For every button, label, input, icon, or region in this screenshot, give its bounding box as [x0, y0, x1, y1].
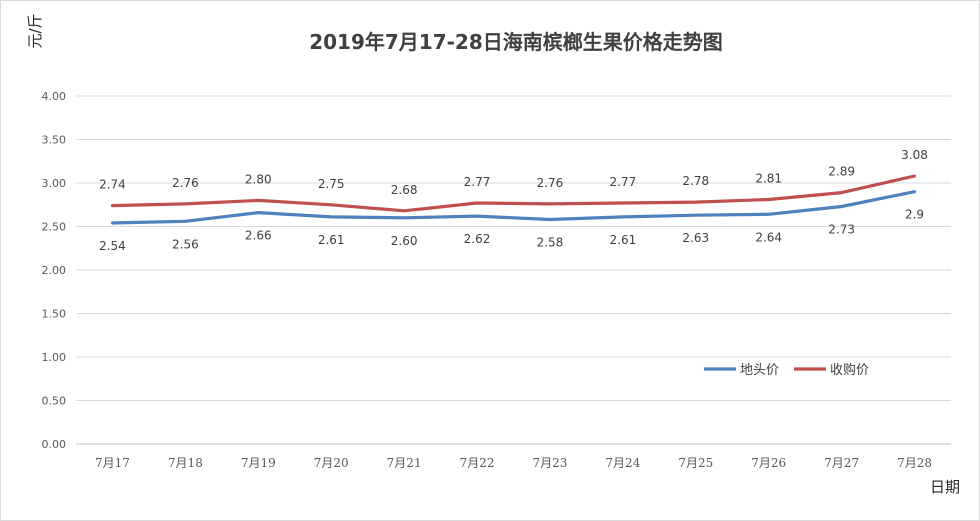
y-tick-label: 4.00	[42, 90, 67, 103]
series-lines	[110, 174, 917, 225]
y-tick-label: 3.50	[42, 134, 67, 147]
y-axis-label: 元/斤	[26, 13, 44, 48]
y-tick-label: 1.00	[42, 351, 67, 364]
x-axis-label: 日期	[930, 478, 960, 496]
data-label: 2.73	[828, 222, 855, 236]
data-label: 2.62	[464, 232, 491, 246]
series-line-2	[110, 174, 917, 213]
x-tick-label: 7月25	[678, 456, 713, 470]
data-label: 2.56	[172, 237, 199, 251]
series-line-1	[110, 190, 917, 225]
data-label: 2.89	[828, 165, 855, 179]
legend-label: 地头价	[740, 363, 779, 378]
data-label: 2.76	[172, 176, 199, 190]
data-label: 2.58	[537, 236, 564, 250]
x-tick-label: 7月27	[824, 456, 859, 470]
data-label: 2.54	[99, 239, 126, 253]
data-label: 2.80	[245, 172, 272, 186]
x-tick-label: 7月22	[460, 456, 495, 470]
data-label: 2.77	[464, 175, 491, 189]
data-label: 2.75	[318, 177, 345, 191]
data-label: 2.60	[391, 234, 418, 248]
data-label: 2.78	[682, 174, 709, 188]
x-tick-label: 7月28	[897, 456, 932, 470]
legend: 地头价 收购价	[704, 362, 869, 378]
x-tick-label: 7月24	[605, 456, 640, 470]
data-label: 2.64	[755, 230, 782, 244]
x-tick-label: 7月20	[314, 456, 349, 470]
y-axis-ticks: 0.00 0.50 1.00 1.50 2.00 2.50 3.00 3.50 4.00	[42, 90, 67, 451]
y-tick-label: 0.50	[42, 395, 67, 408]
x-tick-label: 7月23	[533, 456, 568, 470]
data-label: 3.08	[901, 148, 928, 162]
chart-title: 2019年7月17-28日海南槟榔生果价格走势图	[309, 30, 723, 54]
y-tick-label: 2.50	[42, 221, 67, 234]
data-label: 2.68	[391, 183, 418, 197]
x-tick-label: 7月17	[95, 456, 130, 470]
x-tick-label: 7月19	[241, 456, 276, 470]
legend-label: 收购价	[830, 362, 869, 378]
data-label: 2.63	[682, 231, 709, 245]
data-label: 2.81	[755, 172, 782, 186]
data-label: 2.77	[610, 175, 637, 189]
y-tick-label: 1.50	[42, 308, 67, 321]
x-tick-label: 7月26	[751, 456, 786, 470]
data-label: 2.61	[318, 233, 345, 247]
y-tick-label: 0.00	[42, 438, 67, 451]
y-tick-label: 3.00	[42, 177, 67, 190]
x-tick-label: 7月21	[387, 456, 422, 470]
data-labels: 2.54 2.56 2.66 2.61 2.60 2.62 2.58 2.61 2.63 2.64…	[99, 148, 928, 253]
gridlines	[76, 95, 951, 445]
data-label: 2.61	[610, 233, 637, 247]
data-label: 2.76	[537, 176, 564, 190]
data-label: 2.74	[99, 178, 126, 192]
y-tick-label: 2.00	[42, 264, 67, 277]
x-tick-label: 7月18	[168, 456, 203, 470]
data-label: 2.66	[245, 229, 272, 243]
data-label: 2.9	[905, 208, 924, 222]
x-axis-ticks: 7月17 7月18 7月19 7月20 7月21 7月22 7月23 7月24 7月25 7月26…	[95, 456, 932, 470]
